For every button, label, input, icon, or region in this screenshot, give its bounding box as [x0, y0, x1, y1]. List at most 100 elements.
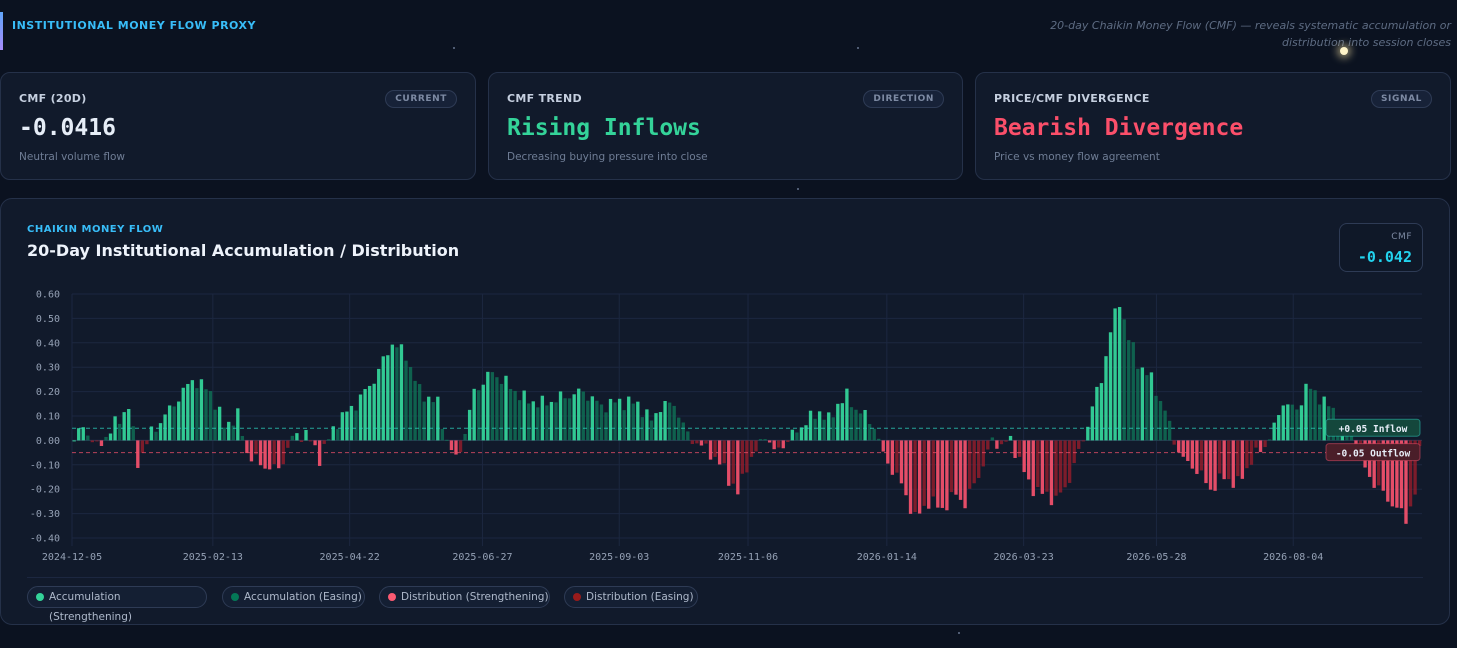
cmf-bar — [758, 439, 763, 441]
cmf-bar — [377, 368, 381, 441]
cmf-bar — [1395, 440, 1399, 508]
cmf-bar — [1222, 440, 1226, 480]
reference-label: +0.05 Inflow — [1339, 424, 1408, 435]
cmf-bar — [727, 440, 731, 486]
cmf-bar — [354, 410, 358, 441]
card-value: Bearish Divergence — [994, 115, 1244, 141]
cmf-bar — [317, 440, 322, 466]
cmf-bar — [986, 440, 990, 450]
cmf-bar — [1049, 440, 1054, 506]
legend-item[interactable]: Distribution (Easing) — [564, 586, 698, 608]
card-label: CMF (20D) — [19, 92, 87, 105]
cmf-bar — [258, 440, 263, 466]
cmf-bar — [267, 440, 272, 470]
cmf-bar — [672, 405, 676, 441]
cmf-bar — [345, 411, 349, 441]
cmf-bar — [699, 440, 704, 446]
cmf-bar — [190, 380, 195, 441]
cmf-bar — [517, 400, 522, 441]
cmf-bar — [917, 440, 922, 514]
cmf-bar — [995, 440, 999, 449]
cmf-bar — [454, 440, 458, 455]
cmf-bar — [927, 440, 931, 509]
cmf-bar — [686, 431, 690, 441]
cmf-bar — [431, 402, 435, 441]
cmf-bar — [799, 427, 804, 441]
cmf-bar — [958, 440, 963, 500]
cmf-bar — [867, 424, 872, 441]
card-badge: SIGNAL — [1370, 90, 1432, 108]
legend-item[interactable]: Accumulation (Easing) — [222, 586, 365, 608]
cmf-bar — [1081, 440, 1085, 442]
cmf-bar — [122, 412, 126, 441]
cmf-bar — [1022, 440, 1026, 473]
cmf-bar — [236, 408, 240, 441]
cmf-bar — [395, 347, 399, 441]
card-subtitle: Neutral volume flow — [19, 151, 125, 163]
cmf-bar — [567, 398, 572, 441]
cmf-bar — [167, 405, 172, 441]
card-subtitle: Price vs money flow agreement — [994, 151, 1160, 163]
cmf-bar — [1172, 440, 1176, 445]
legend-item[interactable]: Distribution (Strengthening) — [379, 586, 550, 608]
metric-card-divergence: PRICE/CMF DIVERGENCE SIGNAL Bearish Dive… — [975, 72, 1451, 180]
cmf-bar — [1186, 440, 1190, 461]
cmf-bar — [213, 409, 217, 441]
legend-label: Distribution (Strengthening) — [401, 591, 549, 603]
legend-label: Distribution (Easing) — [586, 591, 694, 603]
cmf-bar — [199, 379, 204, 441]
cmf-bar — [581, 391, 585, 441]
cmf-bar — [704, 440, 708, 444]
cmf-bar — [1267, 439, 1272, 441]
cmf-bar — [1227, 440, 1231, 480]
cmf-bar — [745, 440, 749, 473]
cmf-bar — [363, 389, 367, 441]
cmf-bar — [299, 440, 304, 443]
cmf-bar — [1286, 404, 1290, 441]
cmf-bar — [481, 384, 485, 441]
x-tick-label: 2026-03-23 — [994, 552, 1054, 563]
cmf-bar — [245, 440, 249, 454]
cmf-bar — [290, 435, 295, 441]
cmf-bar — [81, 427, 85, 441]
cmf-bar — [817, 411, 822, 441]
cmf-bar — [977, 440, 981, 478]
cmf-bar — [1158, 401, 1163, 441]
cmf-bar — [522, 390, 526, 441]
cmf-bar — [895, 440, 899, 473]
y-tick-label: -0.10 — [30, 460, 60, 471]
cmf-bar — [408, 367, 413, 441]
cmf-bar — [427, 396, 431, 441]
cmf-bar — [1131, 342, 1135, 441]
cmf-bar — [358, 394, 363, 441]
cmf-bar — [1313, 390, 1317, 441]
header-bar: INSTITUTIONAL MONEY FLOW PROXY 20-day Ch… — [0, 0, 1457, 62]
cmf-bar — [1408, 440, 1413, 507]
legend-item[interactable]: Accumulation (Strengthening) — [27, 586, 207, 623]
cmf-bar — [681, 422, 685, 441]
cmf-bar — [749, 440, 754, 457]
cmf-bar — [1058, 440, 1063, 493]
card-label: CMF TREND — [507, 92, 582, 105]
legend-label: Accumulation (Easing) — [244, 591, 362, 603]
cmf-bar — [1167, 420, 1172, 441]
cmf-bar — [908, 440, 913, 514]
cmf-bar — [463, 433, 467, 441]
cmf-bar — [399, 344, 404, 441]
cmf-bar — [349, 405, 354, 441]
cmf-bar — [1295, 409, 1299, 441]
x-tick-label: 2024-12-05 — [42, 552, 102, 563]
card-badge: DIRECTION — [863, 90, 944, 108]
cmf-bar — [390, 344, 395, 441]
cmf-bar — [140, 440, 145, 453]
cmf-bar — [827, 412, 831, 441]
cmf-bar — [327, 439, 331, 441]
cmf-bar — [613, 402, 617, 441]
cmf-bar — [649, 420, 654, 441]
cmf-bar — [86, 435, 90, 441]
cmf-bar — [304, 429, 308, 441]
y-tick-label: 0.60 — [36, 290, 60, 301]
cmf-bar — [627, 396, 631, 441]
cmf-bar — [136, 440, 140, 468]
cmf-bar — [254, 440, 258, 455]
